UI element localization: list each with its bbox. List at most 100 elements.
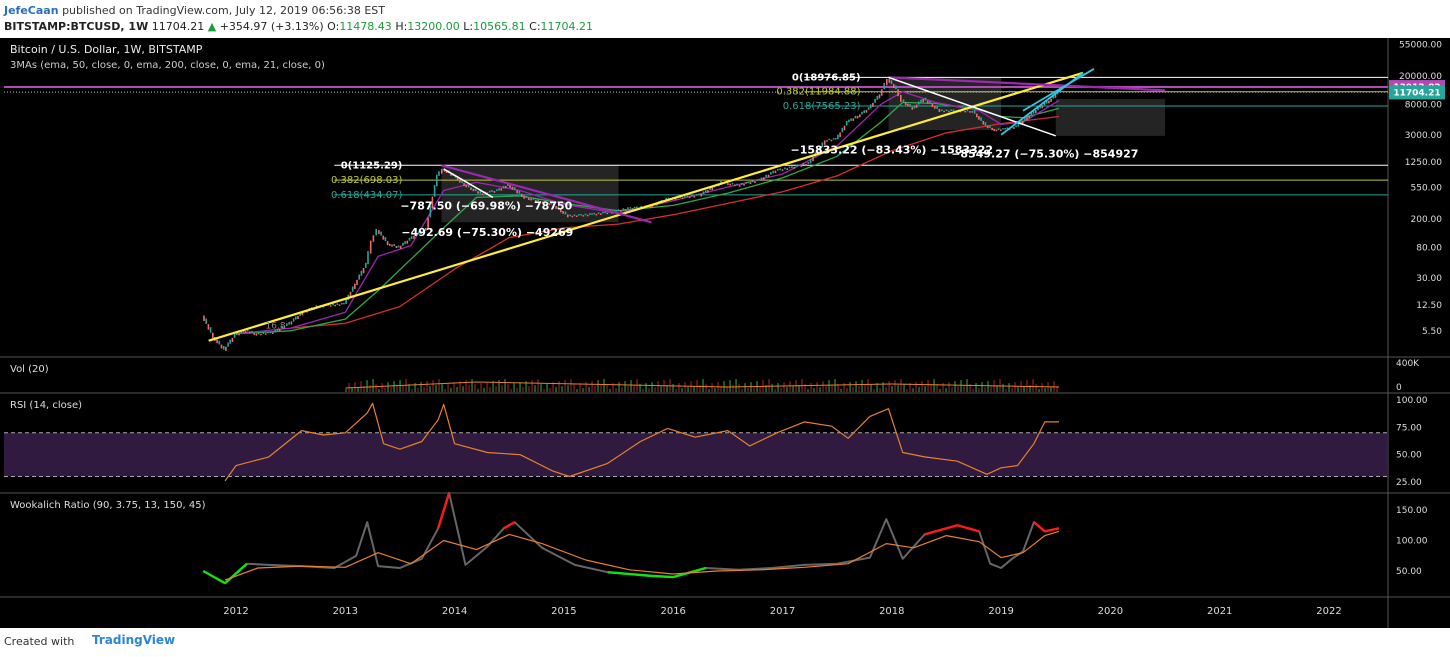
fib-label-2018: 0.382(11984.88) — [776, 87, 860, 98]
price-candle — [832, 138, 835, 140]
volume-bar — [945, 388, 947, 392]
volume-bar — [366, 380, 368, 392]
price-candle — [290, 321, 293, 325]
price-candle — [1017, 123, 1020, 127]
volume-bar — [489, 387, 491, 392]
price-candle — [521, 193, 523, 197]
price-candle — [513, 187, 516, 191]
price-candle — [360, 270, 363, 276]
price-candle — [389, 243, 391, 246]
drawdown-annotation: −492.69 (−75.30%) −49269 — [401, 226, 573, 239]
price-candle — [610, 212, 613, 214]
price-candle — [295, 316, 297, 320]
price-candle — [456, 177, 459, 181]
price-candle — [695, 194, 698, 196]
price-candle — [260, 333, 262, 336]
volume-bar — [1008, 383, 1010, 392]
volume-bar — [855, 381, 857, 392]
price-candle — [378, 230, 380, 235]
price-candle — [509, 184, 511, 188]
price-candle — [242, 330, 245, 333]
volume-bar — [918, 387, 920, 392]
price-candle — [1052, 95, 1055, 99]
price-candle — [777, 168, 779, 171]
volume-bar — [882, 382, 884, 392]
volume-bar — [885, 387, 887, 392]
volume-bar — [633, 385, 635, 392]
price-candle — [369, 240, 372, 254]
price-candle — [523, 195, 525, 199]
price-candle — [1006, 127, 1009, 130]
volume-bar — [837, 384, 839, 392]
price-candle — [445, 170, 448, 173]
price-candle — [765, 174, 767, 178]
price-candle — [560, 209, 562, 213]
volume-bar — [486, 382, 488, 392]
price-candle — [989, 125, 991, 128]
price-tick-label: 12.50 — [1416, 301, 1442, 311]
price-candle — [422, 228, 425, 232]
price-tick-label: 30.00 — [1416, 274, 1442, 284]
price-candle — [980, 117, 982, 121]
ratio-overbought-segment — [437, 492, 451, 529]
volume-bar — [597, 380, 599, 392]
volume-bar — [1023, 386, 1025, 392]
volume-bar — [627, 386, 629, 392]
vol-title: Vol (20) — [10, 364, 49, 375]
price-candle — [539, 201, 542, 203]
volume-bar — [744, 383, 746, 392]
descending-trendline-2014 — [441, 164, 652, 224]
volume-bar — [546, 383, 548, 392]
price-candle — [406, 240, 409, 244]
price-candle — [802, 163, 805, 165]
tradingview-logo[interactable]: TradingView — [92, 633, 176, 647]
price-candle — [984, 122, 987, 126]
price-candle — [278, 328, 281, 332]
volume-bar — [363, 386, 365, 392]
price-candle — [542, 201, 544, 204]
price-candle — [334, 304, 336, 307]
price-candle — [872, 102, 874, 107]
price-candle — [283, 325, 286, 329]
volume-bar — [498, 380, 500, 392]
price-candle — [351, 286, 354, 292]
price-candle — [537, 199, 539, 201]
price-candle — [959, 110, 962, 113]
price-candle — [807, 162, 810, 164]
ratio-tick-label: 100.00 — [1396, 537, 1428, 547]
volume-tick-label: 0 — [1396, 383, 1402, 393]
price-candle — [904, 102, 907, 105]
price-candle — [408, 237, 411, 241]
price-candle — [731, 182, 734, 185]
price-candle — [745, 182, 747, 184]
price-candle — [573, 214, 576, 216]
price-candle — [950, 109, 952, 111]
volume-bar — [1035, 384, 1037, 392]
price-tick-label: 8000.00 — [1405, 100, 1442, 110]
ratio-ma-line — [224, 530, 1060, 581]
price-candle — [395, 246, 398, 248]
price-candle — [1032, 110, 1035, 114]
volume-bar — [708, 389, 710, 392]
volume-bar — [480, 383, 482, 392]
volume-bar — [765, 385, 767, 392]
price-candle — [736, 183, 738, 186]
price-candle — [720, 181, 722, 184]
price-candle — [227, 342, 229, 347]
price-candle — [843, 125, 846, 131]
price-candle — [209, 327, 212, 333]
price-candle — [1015, 125, 1017, 128]
price-candle — [567, 214, 569, 218]
price-candle — [845, 120, 848, 126]
volume-bar — [360, 381, 362, 392]
price-candle — [410, 236, 413, 239]
price-candle — [924, 97, 927, 101]
volume-bar — [447, 383, 449, 392]
volume-bar — [954, 381, 956, 392]
volume-bar — [399, 380, 401, 392]
author-link[interactable]: JefeCaan — [4, 4, 59, 17]
channel-upper — [1022, 68, 1095, 112]
chart-canvas[interactable]: 55000.00 20000.00 8000.00 3000.00 1250.00 550… — [0, 38, 1450, 628]
volume-bar — [507, 384, 509, 392]
price-candle — [593, 212, 595, 215]
